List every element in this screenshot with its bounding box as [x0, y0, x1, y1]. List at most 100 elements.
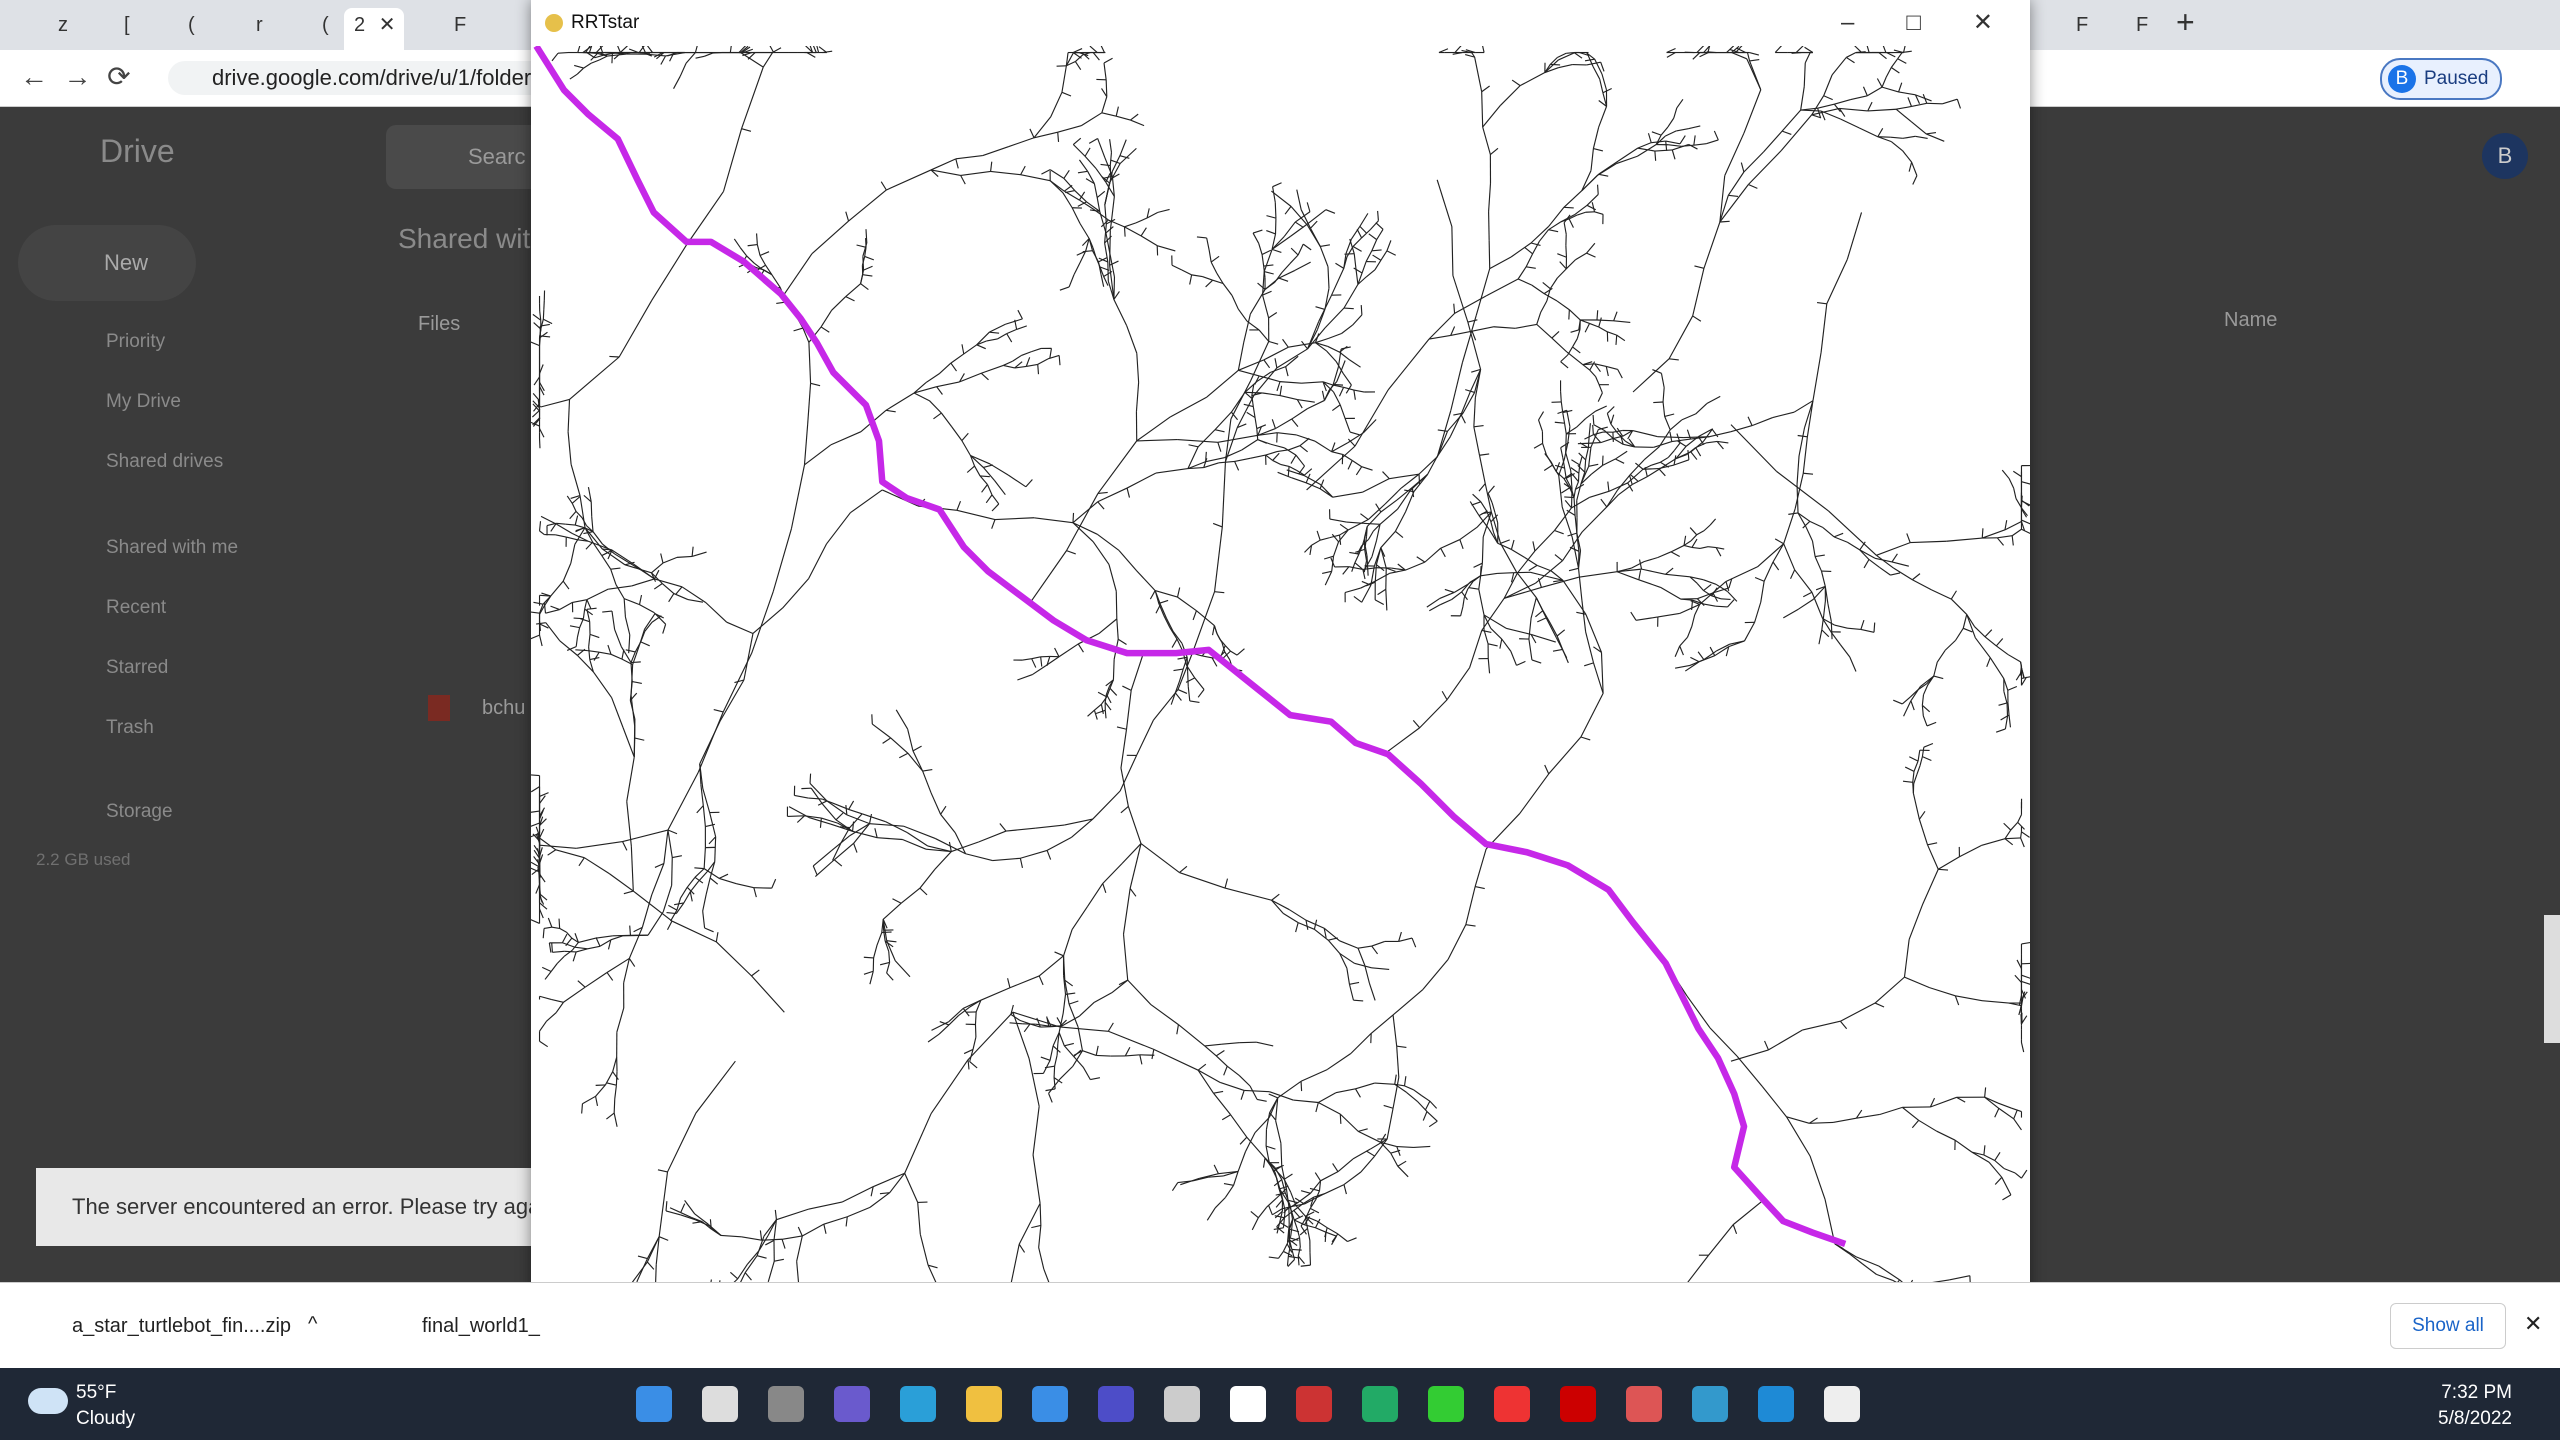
taskbar-app[interactable] [1626, 1386, 1662, 1422]
nav-item[interactable]: Shared with me [106, 537, 239, 558]
tree-edge [1480, 501, 1488, 512]
new-button[interactable]: New [18, 225, 196, 301]
tab[interactable]: r [220, 8, 263, 42]
tree-edge [1996, 537, 2004, 546]
taskbar-app[interactable] [1362, 1386, 1398, 1422]
tree-edge [1310, 1197, 1315, 1207]
new-tab[interactable]: + [2176, 4, 2195, 40]
tree-edge [595, 1084, 606, 1097]
taskbar-app[interactable] [834, 1386, 870, 1422]
tree-edge [1847, 627, 1861, 630]
tab[interactable]: [ [88, 8, 130, 42]
taskbar-app[interactable] [900, 1386, 936, 1422]
tree-edge [531, 634, 540, 640]
nav-item[interactable]: Trash [106, 717, 154, 738]
tree-edge [562, 563, 572, 582]
tree-edge [1580, 693, 1604, 738]
file-name[interactable]: bchu [482, 697, 526, 719]
tree-edge [1453, 583, 1468, 593]
tree-edge [912, 745, 922, 752]
tree-edge [1588, 423, 1591, 436]
tree-edge [1375, 222, 1384, 230]
tab[interactable]: F [418, 8, 466, 42]
tree-edge [1206, 369, 1239, 398]
logo[interactable]: Drive [100, 133, 175, 169]
tree-edge [660, 553, 664, 564]
nav-item[interactable]: Starred [106, 657, 169, 678]
tree-edge [1671, 149, 1676, 160]
tree-edge [661, 583, 675, 594]
tree-edge [845, 296, 855, 302]
tab[interactable]: z [22, 8, 68, 42]
tree-edge [1684, 661, 1700, 672]
tree-edge [1018, 1203, 1041, 1245]
show-all[interactable]: Show all [2390, 1303, 2506, 1349]
tree-edge [1272, 182, 1282, 188]
taskbar-app[interactable] [1560, 1386, 1596, 1422]
download-menu[interactable]: ^ [308, 1313, 318, 1335]
window-controls[interactable]: –□✕ [1841, 9, 2045, 36]
tree-edge [1539, 229, 1549, 242]
tab[interactable]: F [2100, 8, 2148, 42]
nav-item[interactable]: Shared drives [106, 451, 224, 472]
tree-edge [1075, 54, 1084, 62]
nav-item[interactable]: Priority [106, 331, 166, 352]
sort-label[interactable]: Name [2224, 309, 2278, 331]
file-icon [428, 695, 450, 721]
tree-edge [1926, 844, 1939, 870]
tree-edge [1694, 265, 1705, 269]
tree-edge [1589, 361, 1596, 371]
taskbar-app[interactable] [1824, 1386, 1860, 1422]
tab[interactable]: ( [152, 8, 195, 42]
tree-edge [1860, 628, 1875, 633]
tree-edge [539, 331, 548, 339]
taskbar-app[interactable] [1428, 1386, 1464, 1422]
download-item[interactable]: a_star_turtlebot_fin....zip [72, 1315, 292, 1337]
tab[interactable]: ( [286, 8, 329, 42]
tree-edge [874, 828, 878, 838]
tree-edge [575, 524, 585, 529]
tree-edge [628, 48, 639, 54]
tree-edge [959, 372, 982, 383]
taskbar-app[interactable] [1164, 1386, 1200, 1422]
account-avatar[interactable]: B [2482, 133, 2528, 179]
tree-edge [1630, 611, 1637, 621]
tab[interactable]: F [2040, 8, 2088, 42]
tree-edge [584, 857, 610, 875]
taskbar-app[interactable] [1692, 1386, 1728, 1422]
tree-edge [1471, 52, 1476, 58]
taskbar-app[interactable] [966, 1386, 1002, 1422]
taskbar-app[interactable] [702, 1386, 738, 1422]
active-tab[interactable]: 2 ✕ [344, 8, 404, 50]
tree-edge [1487, 658, 1491, 674]
tree-edge [1328, 937, 1338, 941]
clock-time[interactable]: 7:32 PM [2441, 1382, 2512, 1403]
tree-edge [1565, 478, 1572, 488]
nav-item[interactable]: My Drive [106, 391, 181, 412]
taskbar-app[interactable] [1230, 1386, 1266, 1422]
taskbar-app[interactable] [1758, 1386, 1794, 1422]
taskbar-app[interactable] [1098, 1386, 1134, 1422]
tree-edge [1730, 1049, 1769, 1062]
tree-edge [1938, 868, 1949, 871]
taskbar-app[interactable] [1296, 1386, 1332, 1422]
tree-edge [538, 908, 544, 919]
taskbar-app[interactable] [1494, 1386, 1530, 1422]
clock-date[interactable]: 5/8/2022 [2438, 1408, 2512, 1429]
tree-edge [543, 318, 553, 325]
nav-item[interactable]: Recent [106, 597, 167, 618]
close-downloads[interactable]: ✕ [2524, 1311, 2543, 1336]
taskbar-app[interactable] [1032, 1386, 1068, 1422]
nav-buttons[interactable]: ← → ⟳ [20, 61, 131, 92]
tree-edge [1305, 1217, 1314, 1225]
download-item[interactable]: final_world1_ [422, 1315, 540, 1337]
taskbar-app[interactable] [768, 1386, 804, 1422]
nav-item[interactable]: Storage [106, 801, 173, 822]
tree-edge [1116, 115, 1131, 121]
tree-edge [1786, 1116, 1810, 1124]
profile-button[interactable]: B Paused [2380, 58, 2502, 100]
taskbar-app[interactable] [636, 1386, 672, 1422]
tree-edge [662, 885, 673, 913]
tree-edge [774, 1258, 784, 1262]
tree-edge [1592, 126, 1600, 149]
